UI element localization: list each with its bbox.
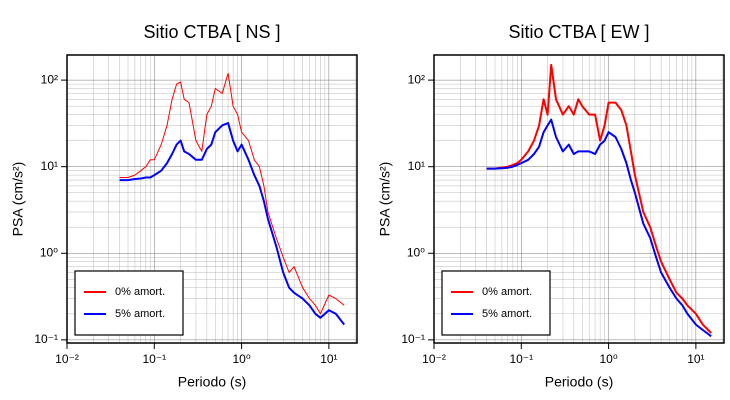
x-axis-label: Periodo (s): [178, 374, 246, 390]
x-tick-label: 10⁻¹: [142, 352, 166, 366]
series-line: [119, 122, 345, 326]
legend-label: 0% amort.: [115, 286, 165, 298]
legend-box: [441, 270, 551, 336]
legend-label: 5% amort.: [115, 308, 165, 320]
x-tick-label: 10⁻²: [55, 352, 79, 366]
legend-box: [74, 270, 184, 336]
y-tick-label: 10¹: [408, 159, 425, 173]
legend-label: 0% amort.: [482, 286, 532, 298]
chart-title: Sitio CTBA [ NS ]: [143, 22, 280, 42]
x-tick-label: 10⁰: [599, 352, 617, 366]
y-axis-label: PSA (cm/s²): [377, 162, 393, 237]
x-tick-label: 10⁰: [232, 352, 250, 366]
plot-frame: [66, 54, 358, 344]
y-tick-label: 10²: [41, 72, 58, 86]
y-axis-label: PSA (cm/s²): [10, 162, 26, 237]
x-tick-label: 10¹: [687, 352, 704, 366]
plot-frame: [433, 54, 725, 344]
x-tick-label: 10⁻²: [422, 352, 446, 366]
series-line: [486, 118, 712, 338]
x-tick-label: 10¹: [320, 352, 337, 366]
y-tick-label: 10⁻¹: [401, 332, 425, 346]
series-line: [486, 63, 712, 334]
chart-title: Sitio CTBA [ EW ]: [508, 22, 649, 42]
series-line: [119, 72, 345, 315]
legend-label: 5% amort.: [482, 308, 532, 320]
y-tick-label: 10²: [408, 72, 425, 86]
y-tick-label: 10¹: [41, 159, 58, 173]
x-tick-label: 10⁻¹: [509, 352, 533, 366]
y-tick-label: 10⁰: [407, 245, 425, 259]
y-tick-label: 10⁰: [40, 245, 58, 259]
y-tick-label: 10⁻¹: [34, 332, 58, 346]
x-axis-label: Periodo (s): [545, 374, 613, 390]
